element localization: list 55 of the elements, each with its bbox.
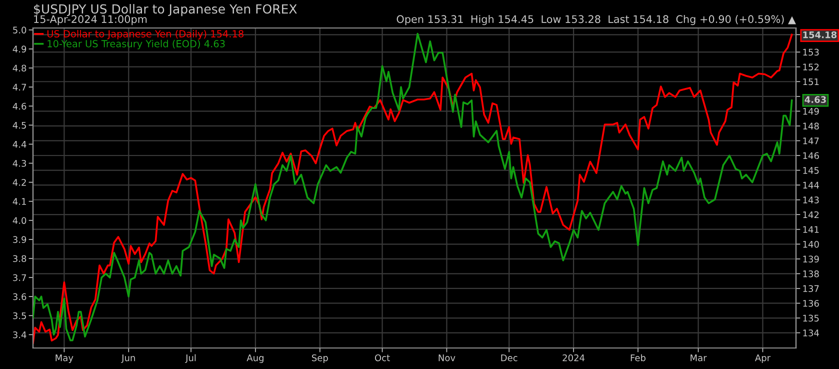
y-tick-label: 4.1 [12, 198, 26, 205]
y2-tick-label: 141 [803, 226, 819, 233]
text: US Dollar to Japanese Yen (Daily) 154.18 [47, 30, 244, 40]
y2-tick-label: 149 [803, 108, 819, 115]
y2-tick-label: 136 [803, 300, 819, 307]
y-tick-label: 3.8 [13, 255, 26, 262]
y-tick-label: 4.3 [12, 160, 26, 167]
x-tick-label: Sep [312, 354, 328, 363]
y-tick-label: 3.4 [13, 331, 26, 338]
x-tick-label: Oct [374, 354, 390, 362]
y-tick-label: 3.9 [13, 236, 26, 243]
x-tick-label: 2024 [562, 354, 585, 362]
x-tick-label: Mar [690, 354, 707, 362]
x-tick-label: May [56, 354, 74, 363]
x-tick-label: Aug [246, 354, 264, 363]
y2-tick-label: 154.18 [803, 31, 837, 38]
y2-tick-label: 146 [803, 152, 819, 160]
y2-tick-label: 142 [803, 211, 819, 218]
x-tick-label: Feb [630, 354, 646, 362]
y2-tick-label: 145 [803, 167, 819, 174]
y2-tick-label: 143 [803, 196, 819, 204]
y2-tick-label: 148 [803, 122, 819, 130]
x-tick-label: Jul [185, 354, 196, 363]
y-tick-label: 4.6 [12, 102, 26, 110]
y-tick-label: 3.5 [13, 312, 26, 320]
y2-tick-label: 152 [803, 64, 819, 70]
y2-tick-label: 147 [803, 138, 819, 144]
y2-tick-label: 134 [803, 330, 819, 336]
y-tick-label: 4.4 [12, 141, 26, 148]
y-tick-label: 4.8 [12, 64, 26, 72]
x-tick-label: Apr [754, 354, 771, 363]
y-tick-label: 4.2 [12, 179, 26, 186]
y-tick-label: 4.9 [12, 46, 26, 53]
y-tick-label: 4.7 [12, 84, 26, 90]
chart-title: $USDJPY US Dollar to Japanese Yen FOREX [34, 4, 297, 16]
y2-tick-label: 153 [803, 48, 819, 56]
annotation: 4.63 [804, 96, 826, 103]
y2-tick-label: 135 [803, 314, 819, 322]
y2-tick-label: 144 [803, 182, 819, 188]
y2-tick-label: 139 [803, 256, 819, 262]
x-tick-label: Dec [501, 354, 518, 362]
y-tick-label: 5.0 [13, 26, 26, 34]
chart-subtitle: 15-Apr-2024 11:00pm [34, 15, 147, 26]
y2-tick-label: 140 [803, 240, 819, 248]
y2-tick-label: 137 [803, 285, 819, 292]
y2-tick-label: 138 [803, 270, 819, 278]
y-tick-label: 4.0 [12, 217, 26, 224]
y2-tick-label: 151 [803, 78, 819, 86]
y-tick-label: 3.6 [13, 293, 26, 300]
y-tick-label: 4.5 [12, 122, 26, 129]
text: 10-Year US Treasury Yield (EOD) 4.63 [48, 40, 225, 50]
x-tick-label: Jun [121, 354, 135, 363]
x-tick-label: Nov [438, 354, 456, 362]
text: Open 153.31 High 154.45 Low 153.28 Last 154.18 Chg +0.90 (+0.59%) ▲ [396, 15, 796, 26]
y-tick-label: 3.7 [13, 274, 26, 282]
